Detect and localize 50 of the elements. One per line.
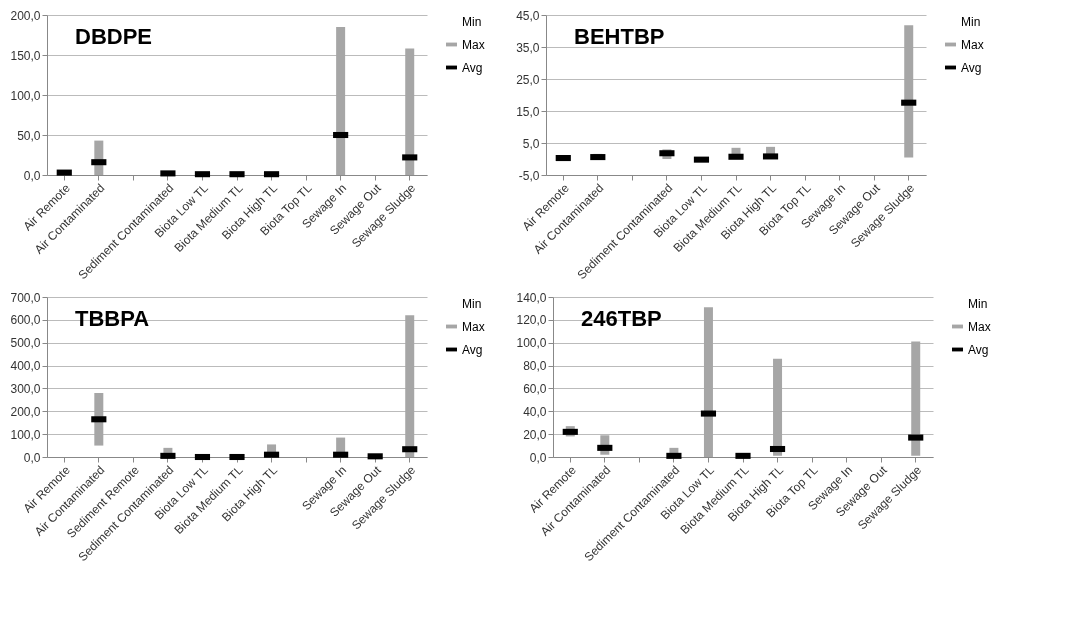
y-tick-label: 600,0 [10, 313, 41, 328]
y-tick-label: 0,0 [23, 450, 41, 465]
text: Min [968, 296, 988, 311]
bar [405, 48, 415, 175]
bar [773, 358, 783, 456]
chart-title: DBDPE [75, 24, 153, 49]
y-tick-label: 100,0 [516, 336, 547, 351]
bar [703, 307, 713, 457]
legend-label: Avg [968, 342, 989, 357]
legend-label: Avg [462, 342, 483, 357]
y-tick-label: 80,0 [523, 359, 547, 374]
bar [336, 27, 346, 175]
legend-label: Max [462, 37, 485, 52]
y-tick-label: -5,0 [518, 168, 540, 183]
text: Min [462, 14, 482, 29]
chart-title: BEHTBP [574, 24, 665, 49]
y-tick-label: 100,0 [10, 88, 41, 103]
y-tick-label: 0,0 [23, 168, 41, 183]
y-tick-label: 700,0 [10, 290, 41, 305]
y-tick-label: 15,0 [516, 104, 540, 119]
text: Min [462, 296, 482, 311]
y-tick-label: 400,0 [10, 359, 41, 374]
chart-title: 246TBP [581, 306, 662, 331]
y-tick-label: 50,0 [17, 128, 41, 143]
y-tick-label: 200,0 [10, 8, 41, 23]
bar [904, 25, 914, 158]
y-tick-label: 5,0 [522, 136, 540, 151]
y-tick-label: 300,0 [10, 381, 41, 396]
y-tick-label: 140,0 [516, 290, 547, 305]
y-tick-label: 60,0 [523, 381, 547, 396]
y-tick-label: 40,0 [523, 404, 547, 419]
y-tick-label: 500,0 [10, 336, 41, 351]
legend-label: Max [968, 319, 991, 334]
bar [911, 341, 921, 456]
bar [405, 315, 415, 457]
y-tick-label: 20,0 [523, 427, 547, 442]
y-tick-label: 35,0 [516, 40, 540, 55]
y-tick-label: 150,0 [10, 48, 41, 63]
y-tick-label: 0,0 [529, 450, 547, 465]
legend-label: Max [462, 319, 485, 334]
y-tick-label: 25,0 [516, 72, 540, 87]
legend-label: Avg [961, 60, 982, 75]
chart-title: TBBPA [75, 306, 150, 331]
legend-label: Avg [462, 60, 483, 75]
y-tick-label: 200,0 [10, 404, 41, 419]
y-tick-label: 100,0 [10, 427, 41, 442]
y-tick-label: 45,0 [516, 8, 540, 23]
y-tick-label: 120,0 [516, 313, 547, 328]
legend-label: Max [961, 37, 984, 52]
text: Min [961, 14, 981, 29]
